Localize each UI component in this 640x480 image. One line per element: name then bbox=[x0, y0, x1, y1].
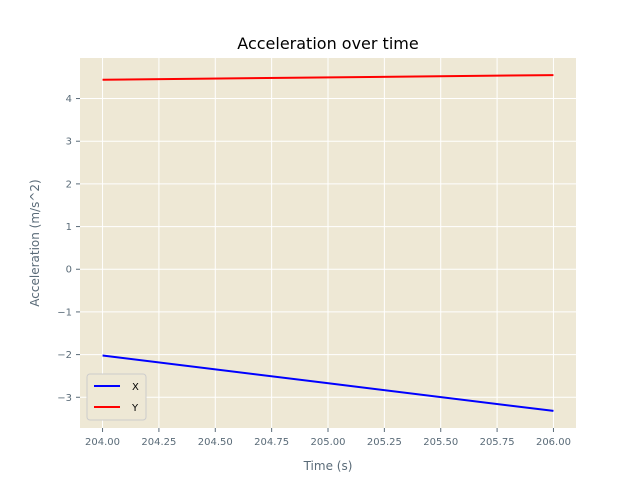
y-tick-label: −2 bbox=[57, 350, 72, 361]
y-tick-label: 3 bbox=[66, 137, 72, 148]
y-tick-label: −3 bbox=[57, 393, 72, 404]
x-tick-label: 205.50 bbox=[423, 437, 458, 448]
x-tick-label: 204.50 bbox=[198, 437, 233, 448]
y-tick-label: 1 bbox=[66, 222, 72, 233]
chart-title: Acceleration over time bbox=[237, 34, 418, 53]
x-tick-label: 204.75 bbox=[254, 437, 289, 448]
x-tick-label: 205.25 bbox=[367, 437, 402, 448]
x-ticks: 204.00 204.25 204.50 204.75 205.00 205.25 205.… bbox=[85, 428, 571, 448]
series-layer bbox=[102, 74, 554, 412]
y-tick-label: −1 bbox=[57, 307, 72, 318]
legend-label-x: X bbox=[132, 382, 139, 393]
y-tick-label: 4 bbox=[66, 94, 72, 105]
series-line-y bbox=[102, 74, 554, 81]
grid bbox=[80, 58, 576, 428]
x-axis-label: Time (s) bbox=[303, 459, 353, 473]
x-tick-label: 204.25 bbox=[141, 437, 176, 448]
legend: X Y bbox=[86, 373, 147, 421]
legend-label-y: Y bbox=[131, 403, 139, 414]
y-axis-label: Acceleration (m/s^2) bbox=[28, 179, 42, 306]
y-tick-label: 2 bbox=[66, 179, 72, 190]
y-ticks: 4 3 2 1 0 −1 −2 −3 bbox=[57, 94, 80, 404]
x-tick-label: 204.00 bbox=[85, 437, 120, 448]
y-tick-label: 0 bbox=[66, 265, 72, 276]
x-tick-label: 205.00 bbox=[311, 437, 346, 448]
series-line-x bbox=[102, 354, 554, 412]
x-tick-label: 206.00 bbox=[536, 437, 571, 448]
x-tick-label: 205.75 bbox=[480, 437, 515, 448]
